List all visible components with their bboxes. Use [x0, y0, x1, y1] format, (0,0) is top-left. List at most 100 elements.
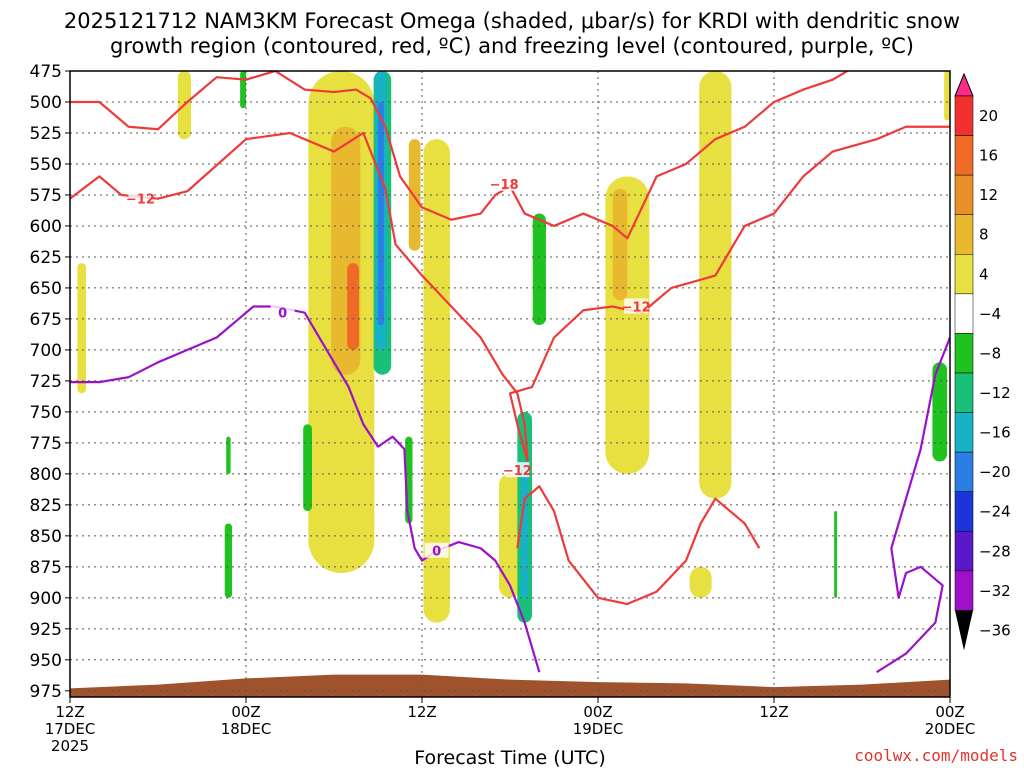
y-tick-label-675: 675 [30, 310, 62, 330]
y-tick-label-775: 775 [30, 434, 62, 454]
colorbar-bottom-arrow [955, 610, 973, 651]
dendritic-contour-1-label: −12 [503, 464, 532, 479]
dendritic-contour-3 [70, 71, 848, 240]
y-tick-label-750: 750 [30, 403, 62, 423]
y-tick-label-900: 900 [30, 589, 62, 609]
omega-region-14 [226, 436, 231, 474]
colorbar-label-5: −4 [979, 305, 1001, 323]
chart-title-line-1: 2025121712 NAM3KM Forecast Omega (shaded… [64, 9, 960, 33]
x-tick-date-5: 20DEC [925, 720, 976, 738]
omega-region-20 [834, 511, 838, 598]
x-axis-title: Forecast Time (UTC) [414, 747, 605, 768]
omega-region-15 [224, 523, 233, 598]
y-tick-label-550: 550 [30, 155, 62, 175]
y-tick-label-650: 650 [30, 279, 62, 299]
y-tick-label-800: 800 [30, 465, 62, 485]
dendritic-contour-0-label: −12 [126, 193, 155, 208]
plot-frame [69, 70, 951, 698]
dendritic-contour-1 [508, 125, 950, 462]
colorbar-segment-12 [954, 531, 974, 572]
y-tick-label-975: 975 [30, 682, 62, 702]
x-tick-label-2: 12Z [407, 703, 436, 721]
chart-title-line-2: growth region (contoured, red, ºC) and f… [110, 34, 914, 58]
omega-region-9 [612, 188, 628, 301]
omega-region-1 [77, 263, 87, 394]
y-tick-label-925: 925 [30, 620, 62, 640]
colorbar-label-8: −16 [979, 424, 1011, 442]
y-tick-label-600: 600 [30, 217, 62, 237]
colorbar-label-9: −20 [979, 463, 1011, 481]
x-tick-date-1: 18DEC [221, 720, 272, 738]
y-tick-label-575: 575 [30, 186, 62, 206]
omega-region-24 [378, 101, 384, 326]
dendritic-contour-2 [516, 485, 761, 606]
x-tick-label-5: 00Z [935, 703, 964, 721]
colorbar: 20 16 12 8 4 −4 −8 −12 −16 −20 −24 −28 −32 −36 [954, 72, 1011, 651]
colorbar-label-4: 4 [979, 265, 989, 283]
y-tick-label-525: 525 [30, 124, 62, 144]
y-tick-label-500: 500 [30, 93, 62, 113]
x-tick-date-0: 17DEC [45, 720, 96, 738]
colorbar-label-7: −12 [979, 384, 1011, 402]
colorbar-segment-4 [954, 214, 974, 255]
colorbar-label-6: −8 [979, 344, 1001, 362]
colorbar-label-12: −32 [979, 582, 1011, 600]
dendritic-contour-0-label-bg [128, 190, 153, 206]
freezing-contour-0 [70, 305, 541, 673]
freezing-contour-0-label-bg [270, 304, 295, 320]
y-tick-label-475: 475 [30, 62, 62, 82]
colorbar-segment-11 [954, 491, 974, 532]
dendritic-contour-3-label: −18 [490, 178, 519, 193]
terrain-area [70, 674, 950, 697]
colorbar-label-3: 8 [979, 226, 989, 244]
colorbar-segment-3 [954, 174, 974, 215]
y-tick-label-950: 950 [30, 651, 62, 671]
colorbar-segment-13 [954, 570, 974, 611]
dendritic-contour-2-label-bg [624, 298, 649, 314]
colorbar-label-0: 20 [979, 107, 998, 125]
colorbar-segment-6 [954, 293, 974, 334]
y-tick-label-700: 700 [30, 341, 62, 361]
colorbar-segment-7 [954, 333, 974, 374]
x-tick-label-4: 12Z [759, 703, 788, 721]
colorbar-segment-9 [954, 412, 974, 453]
colorbar-label-13: −36 [979, 621, 1011, 639]
y-tick-label-825: 825 [30, 496, 62, 516]
dendritic-contour-2-label: −12 [622, 301, 651, 316]
colorbar-top-arrow [954, 72, 974, 97]
omega-region-13 [240, 71, 246, 109]
colorbar-segment-2 [954, 135, 974, 176]
axis-layer: 475 500 525 550 575 600 625 650 675 700 725 750 775 8… [30, 62, 976, 755]
omega-region-4 [347, 263, 359, 350]
x-tick-label-3: 00Z [583, 703, 612, 721]
terrain-layer [70, 674, 950, 697]
omega-region-6 [408, 139, 421, 251]
colorbar-segment-5 [954, 254, 974, 295]
omega-region-12 [944, 71, 950, 121]
colorbar-label-10: −24 [979, 503, 1011, 521]
y-tick-label-725: 725 [30, 372, 62, 392]
x-tick-year-0: 2025 [51, 737, 89, 755]
x-tick-label-1: 00Z [231, 703, 260, 721]
colorbar-segment-10 [954, 451, 974, 492]
omega-region-16 [303, 424, 312, 512]
dendritic-contour-3-label-bg [492, 175, 517, 191]
colorbar-segment-8 [954, 372, 974, 413]
omega-region-18 [532, 213, 546, 326]
colorbar-label-11: −28 [979, 542, 1011, 560]
colorbar-label-1: 16 [979, 147, 998, 165]
colorbar-label-2: 12 [979, 186, 998, 204]
y-tick-label-875: 875 [30, 558, 62, 578]
credit-text: coolwx.com/models [854, 746, 1018, 765]
y-tick-label-625: 625 [30, 248, 62, 268]
freezing-contour-1 [876, 337, 950, 674]
y-tick-label-850: 850 [30, 527, 62, 547]
dendritic-contour-1-label-bg [505, 462, 530, 478]
contour-layer: −12 −12 −12 −18 0 0 [70, 71, 950, 674]
omega-shading-layer [77, 71, 950, 623]
x-tick-date-3: 19DEC [573, 720, 624, 738]
freezing-contour-1-label-bg [424, 542, 449, 558]
colorbar-segment-1 [954, 95, 974, 136]
omega-region-25 [521, 461, 529, 598]
